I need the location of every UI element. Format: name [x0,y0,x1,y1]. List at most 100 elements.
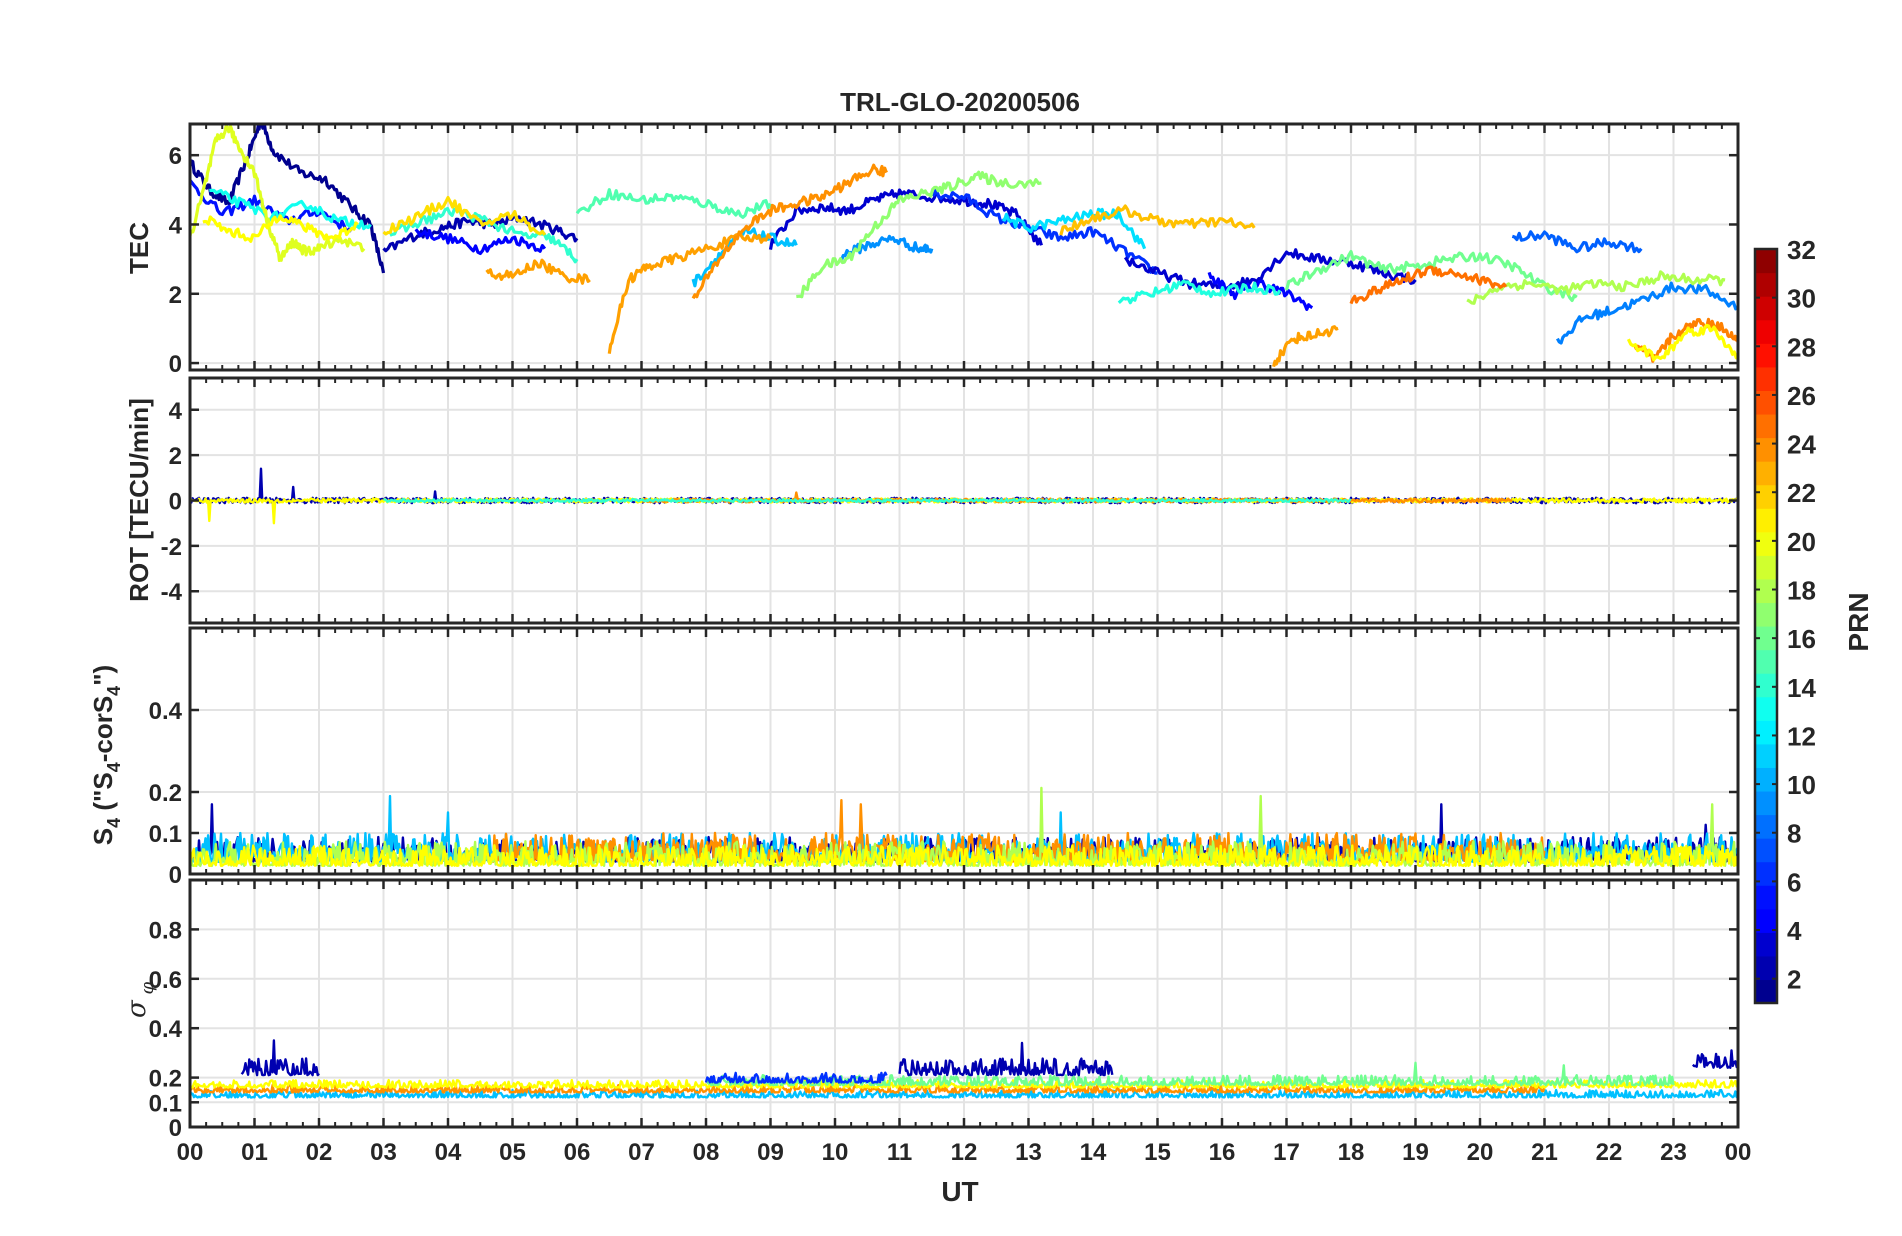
series-line-prn-16 [1117,279,1282,305]
series-line-prn-5 [768,188,1043,250]
s4-ylabel: S4 ("S4-corS4") [88,665,124,845]
x-tick-label: 08 [693,1139,720,1166]
y-tick-label: 0.2 [149,780,182,807]
colorbar-tick-label: 26 [1787,381,1816,411]
colorbar-swatch [1755,979,1777,1004]
colorbar-swatch [1755,484,1777,509]
series-line-prn-29 [1349,265,1508,305]
series-line-prn-27 [1272,325,1339,368]
x-tick-label: 17 [1273,1139,1300,1166]
colorbar-tick-label: 2 [1787,965,1801,995]
series-line-prn-7 [1123,248,1417,291]
x-tick-label: 19 [1402,1139,1429,1166]
sigma-phi-panel: 00.10.2 0.4 0.6 0.8 [149,878,1740,1142]
y-tick-label: 0.6 [149,967,182,994]
colorbar-swatch [1755,319,1777,344]
y-tick-label: 0 [169,1115,182,1142]
colorbar-swatch [1755,790,1777,816]
y-tick-label: 0.1 [149,1090,182,1117]
y-tick-label: 4 [169,212,183,239]
y-tick-label: -4 [161,579,183,606]
colorbar-swatch [1755,649,1777,674]
colorbar-tick-label: 12 [1787,721,1816,751]
series-trace-sigma-5 [898,1041,1114,1077]
colorbar-swatch [1755,932,1777,957]
x-tick-label: 01 [241,1139,268,1166]
x-tick-label: 10 [822,1139,849,1166]
y-tick-label: 2 [169,282,182,309]
colorbar-swatch [1755,366,1777,391]
colorbar-swatch [1755,531,1777,556]
colorbar-tick-label: 20 [1787,527,1816,557]
series-line-prn-23 [382,196,547,236]
series-line-prn-9 [1511,230,1643,254]
x-tick-label: 15 [1144,1139,1171,1166]
tec-panel: 0 2 4 6 [169,122,1740,378]
colorbar-tick-label: 14 [1787,673,1816,703]
y-tick-label: 0.1 [149,821,182,848]
colorbar-swatch [1755,272,1777,297]
y-tick-label: 0.4 [149,1016,183,1043]
series-trace-rot-3 [383,497,1352,504]
rot-ylabel: ROT [TECU/min] [124,398,154,602]
series-trace-sigma-2 [190,1078,1738,1089]
x-tick-label: 06 [564,1139,591,1166]
x-tick-label: 00 [177,1139,204,1166]
x-tick-label: 13 [1015,1139,1042,1166]
x-tick-label: 11 [887,1139,912,1166]
colorbar-swatch [1755,743,1777,768]
colorbar-swatch [1755,602,1777,627]
colorbar-swatch [1755,673,1777,698]
series-line-prn-13 [209,188,372,231]
colorbar-tick-label: 6 [1787,867,1801,897]
series-line-prn-22 [202,214,359,243]
y-tick-label: 0 [169,862,182,889]
x-tick-label: 14 [1080,1139,1107,1166]
colorbar-swatch [1755,696,1777,721]
colorbar-swatch [1755,767,1777,792]
x-tick-label: 04 [435,1139,462,1166]
x-tick-label: 09 [757,1139,784,1166]
colorbar-label: PRN [1843,592,1874,651]
x-tick-label: 18 [1338,1139,1365,1166]
y-tick-label: 0 [169,489,182,516]
x-tick-label: 16 [1209,1139,1236,1166]
series-line-prn-15 [1001,207,1147,250]
x-tick-label: 12 [951,1139,978,1166]
colorbar-swatch [1755,461,1777,486]
colorbar-tick-label: 30 [1787,284,1816,314]
colorbar-swatch [1755,390,1777,415]
colorbar-swatch [1755,885,1777,910]
plot-area [190,124,1738,368]
colorbar-swatch [1755,555,1777,580]
colorbar-tick-label: 8 [1787,819,1801,849]
colorbar-swatch [1755,296,1777,321]
s4-panel: 0 0.1 0.2 0.4 [149,626,1740,889]
x-tick-label: 23 [1660,1139,1687,1166]
x-tick-label: 20 [1467,1139,1494,1166]
y-tick-label: 0.8 [149,917,182,944]
colorbar-tick-label: 32 [1787,235,1816,265]
colorbar-swatch [1755,249,1777,274]
y-tick-label: 6 [169,143,182,170]
series-line-prn-24 [1059,204,1256,236]
series-line-prn-17 [575,188,772,219]
series-trace-sigma-3 [704,1061,1675,1087]
colorbar-swatch [1755,343,1777,368]
plot-area [190,786,1738,867]
series-line-prn-1 [190,124,386,274]
x-axis-label: UT [941,1176,978,1207]
colorbar-swatch [1755,861,1777,886]
series-trace-sigma-0 [190,1088,1738,1099]
colorbar-swatch [1755,908,1777,933]
series-line-prn-19 [796,170,1042,299]
tec-ylabel: TEC [124,222,154,274]
series-line-prn-25 [485,258,591,285]
series-line-prn-6 [931,187,1158,275]
colorbar-tick-label: 16 [1787,624,1816,654]
x-tick-label: 03 [370,1139,397,1166]
colorbar-swatch [1755,720,1777,745]
colorbar-swatch [1755,626,1777,651]
series-line-prn-10 [1555,281,1738,345]
